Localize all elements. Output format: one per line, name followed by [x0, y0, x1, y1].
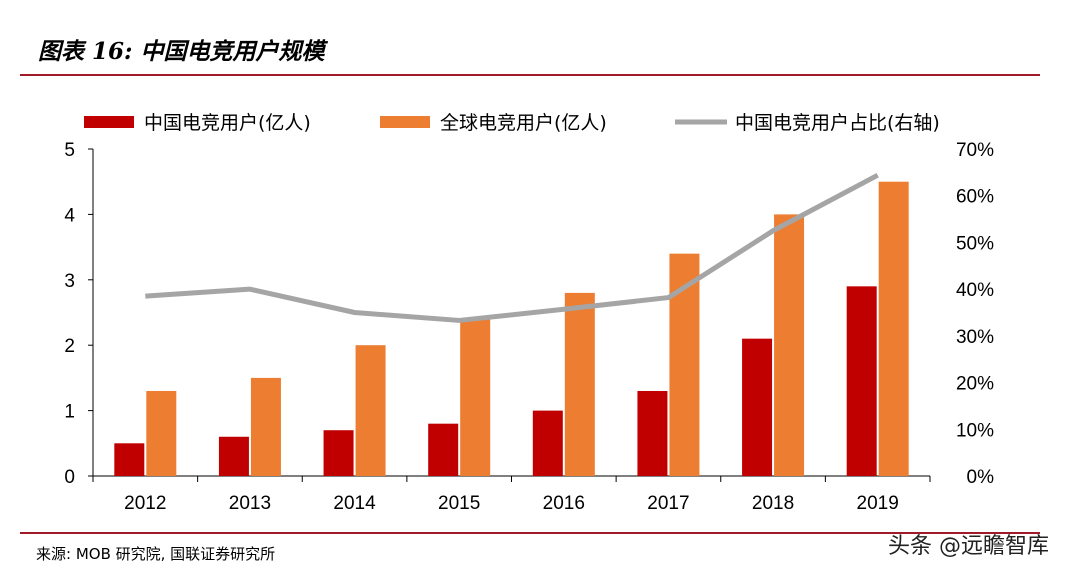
- bar-global: [878, 181, 909, 476]
- bar-china: [114, 443, 145, 476]
- source-note: 来源: MOB 研究院, 国联证券研究所: [36, 545, 276, 563]
- legend-label: 中国电竞用户占比(右轴): [735, 112, 940, 134]
- title-divider: [20, 74, 1040, 76]
- legend-label: 全球电竞用户(亿人): [440, 112, 607, 134]
- bar-global: [564, 292, 595, 476]
- bar-china: [218, 436, 249, 476]
- y2-tick-label: 20%: [956, 374, 994, 395]
- y2-tick-label: 10%: [956, 420, 994, 441]
- y-tick-label: 5: [64, 140, 75, 161]
- x-tick-label: 2018: [752, 493, 794, 514]
- x-tick-label: 2013: [229, 493, 271, 514]
- bar-china: [428, 423, 459, 476]
- y-tick-label: 3: [64, 271, 75, 292]
- y2-tick-label: 70%: [956, 140, 994, 161]
- bar-china: [846, 286, 877, 476]
- x-tick-label: 2017: [647, 493, 689, 514]
- bar-global: [669, 253, 700, 476]
- x-tick-label: 2015: [438, 493, 480, 514]
- y2-tick-label: 0%: [967, 467, 995, 488]
- y2-tick-label: 60%: [956, 187, 994, 208]
- y-tick-label: 1: [64, 402, 75, 423]
- bar-global: [355, 345, 386, 476]
- x-tick-label: 2016: [543, 493, 585, 514]
- x-tick-label: 2014: [333, 493, 376, 514]
- watermark: 头条 @远瞻智库: [888, 534, 1049, 559]
- bar-global: [774, 214, 805, 476]
- bar-global: [146, 390, 177, 476]
- bar-global: [250, 377, 281, 476]
- share-line: [145, 172, 879, 323]
- x-tick-label: 2019: [857, 493, 899, 514]
- bar-china: [532, 410, 563, 476]
- bar-china: [637, 390, 668, 476]
- source-divider: [20, 532, 1040, 534]
- y2-tick-label: 50%: [956, 233, 994, 254]
- y2-tick-label: 30%: [956, 327, 994, 348]
- bar-china: [323, 430, 354, 476]
- y-tick-label: 2: [64, 336, 75, 357]
- y-tick-label: 0: [64, 467, 75, 488]
- legend-swatch: [380, 116, 430, 128]
- bar-global: [460, 319, 491, 476]
- legend-label: 中国电竞用户(亿人): [144, 112, 311, 134]
- chart-title: 图表 16: 中国电竞用户规模: [38, 38, 325, 65]
- y-tick-label: 4: [64, 205, 75, 226]
- bar-china: [742, 338, 773, 476]
- legend-swatch: [84, 116, 134, 128]
- y2-tick-label: 40%: [956, 280, 994, 301]
- x-tick-label: 2012: [124, 493, 166, 514]
